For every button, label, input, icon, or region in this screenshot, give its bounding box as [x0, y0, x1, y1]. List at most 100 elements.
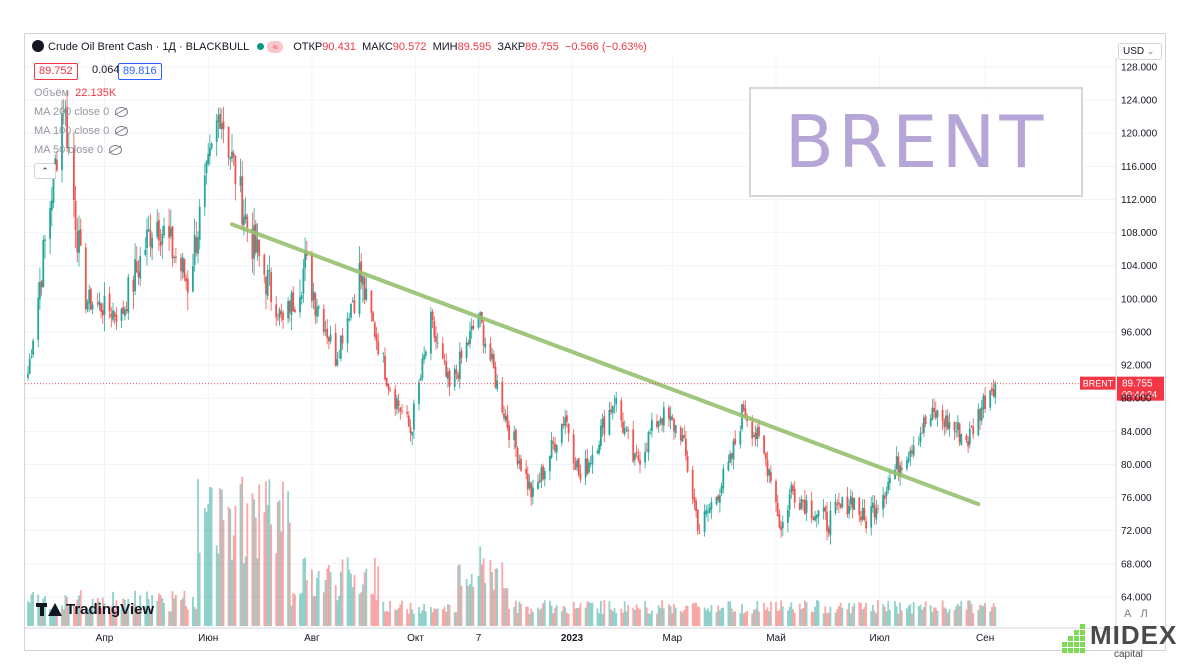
candle-body [470, 325, 473, 331]
eye-hidden-icon[interactable] [109, 145, 123, 156]
volume-bar [921, 609, 924, 626]
volume-bar [812, 612, 815, 626]
volume-bar [207, 503, 210, 626]
candle-body [258, 239, 261, 257]
volume-bar [817, 600, 820, 626]
bid-price[interactable]: 89.752 [34, 63, 78, 80]
volume-legend[interactable]: Объём 22.135K [34, 87, 116, 99]
candle-body [314, 292, 317, 316]
volume-bar [103, 603, 106, 626]
candle-body [805, 500, 808, 513]
candle-body [793, 488, 796, 503]
candle-body [78, 230, 80, 253]
candle-body [98, 301, 101, 306]
volume-bar [839, 602, 842, 626]
candle-body [108, 293, 111, 312]
eye-hidden-icon[interactable] [115, 107, 129, 118]
volume-bar [977, 609, 980, 626]
candle-body [681, 435, 684, 442]
candle-body [814, 516, 816, 521]
candle-body [362, 276, 364, 285]
candle-body [112, 310, 114, 320]
volume-bar [848, 602, 850, 626]
candle-body [137, 271, 140, 278]
auto-scale-button[interactable]: A [1124, 608, 1132, 620]
volume-bar [730, 608, 733, 626]
candle-body [227, 126, 230, 158]
volume-bar [430, 606, 432, 626]
volume-bar [788, 607, 791, 626]
volume-bar [564, 607, 567, 626]
symbol-title[interactable]: Crude Oil Brent Cash · 1Д · BLACKBULL [48, 41, 250, 53]
volume-bar [443, 606, 446, 626]
volume-bar [948, 609, 951, 626]
volume-bar [651, 610, 653, 626]
candle-body [710, 502, 713, 510]
collapse-chevron-icon[interactable]: ⌃ [34, 163, 56, 179]
volume-bar [656, 613, 658, 626]
volume-bar [518, 601, 521, 626]
candle-body [210, 143, 213, 149]
ask-price[interactable]: 89.816 [118, 63, 162, 80]
volume-bar [508, 608, 510, 626]
volume-bar [982, 605, 985, 626]
candle-body [754, 432, 757, 440]
candle-body [955, 431, 958, 433]
candle-body [458, 351, 461, 380]
flag-button[interactable]: ≈ [267, 41, 284, 54]
volume-bar [863, 607, 866, 626]
candle-body [300, 295, 303, 299]
volume-bar [577, 607, 580, 626]
candle-body [290, 293, 293, 315]
tradingview-logo[interactable]: TradingView [36, 601, 154, 618]
candle-body [62, 111, 65, 113]
volume-bar [865, 602, 867, 626]
currency-select[interactable]: USD ⌄ [1118, 43, 1162, 60]
volume-bar [163, 602, 165, 626]
candle-body [739, 431, 742, 445]
candle-body [222, 121, 225, 130]
candle-body [482, 324, 485, 346]
volume-bar [348, 569, 351, 626]
candle-body [198, 206, 201, 240]
candle-body [647, 432, 650, 453]
candle-body [968, 428, 971, 445]
volume-bar [815, 600, 818, 626]
volume-bar [277, 501, 279, 626]
candle-body [686, 455, 689, 472]
volume-bar [147, 599, 150, 626]
candle-body [717, 495, 720, 501]
ma200-legend[interactable]: MA 200 close 0 [34, 106, 129, 118]
candle-body [197, 237, 199, 254]
candle-body [180, 258, 182, 271]
volume-bar [698, 607, 701, 626]
candle-body [787, 510, 789, 523]
volume-bar [108, 611, 111, 626]
watermark-box: BRENT [749, 87, 1083, 197]
candle-body [503, 413, 505, 418]
currency-label: USD [1123, 46, 1145, 57]
candle-body [872, 502, 874, 508]
volume-bar [775, 601, 777, 626]
volume-bar [810, 611, 813, 626]
volume-bar [362, 584, 364, 626]
eye-hidden-icon[interactable] [115, 126, 129, 137]
log-scale-button[interactable]: Л [1140, 608, 1148, 620]
volume-bar [894, 601, 896, 626]
candle-body [513, 431, 516, 440]
ma100-legend[interactable]: MA 100 close 0 [34, 125, 129, 137]
ma50-legend[interactable]: MA 50 close 0 [34, 144, 123, 156]
midex-logo: MIDEX capital [1060, 620, 1190, 664]
volume-bar [679, 610, 682, 626]
candle-body [79, 229, 82, 246]
candle-body [958, 423, 961, 443]
y-tick-label: 108.000 [1121, 228, 1158, 239]
volume-bar [596, 608, 599, 626]
candle-body [929, 418, 932, 426]
candle-body [836, 503, 839, 505]
candle-body [848, 505, 850, 514]
volume-bar [957, 603, 959, 626]
candle-body [287, 301, 289, 319]
candle-body [909, 450, 912, 458]
